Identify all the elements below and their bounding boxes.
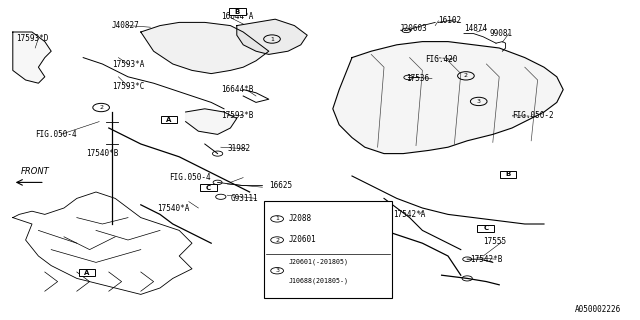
Text: 16102: 16102 — [438, 16, 461, 25]
Polygon shape — [141, 22, 269, 74]
FancyBboxPatch shape — [79, 269, 95, 276]
Polygon shape — [186, 109, 237, 134]
Text: 14874: 14874 — [464, 24, 487, 33]
Text: FIG.050-4: FIG.050-4 — [35, 130, 77, 139]
Text: 17536: 17536 — [406, 74, 429, 83]
Text: J10688(201805-): J10688(201805-) — [289, 277, 349, 284]
FancyBboxPatch shape — [264, 201, 392, 298]
Text: 17540*B: 17540*B — [86, 149, 119, 158]
Text: J20601(-201805): J20601(-201805) — [289, 259, 349, 265]
Text: 99081: 99081 — [490, 29, 513, 38]
Text: 1: 1 — [270, 36, 274, 42]
Text: J40827: J40827 — [112, 21, 140, 30]
Text: B: B — [235, 9, 240, 14]
Text: 17540*A: 17540*A — [157, 204, 189, 212]
Polygon shape — [13, 32, 51, 83]
Text: 17593*A: 17593*A — [112, 60, 145, 68]
Text: 1: 1 — [275, 216, 279, 221]
FancyBboxPatch shape — [477, 225, 494, 232]
Polygon shape — [237, 19, 307, 54]
FancyBboxPatch shape — [500, 171, 516, 178]
Text: C: C — [206, 185, 211, 190]
Text: G93111: G93111 — [230, 194, 258, 203]
Text: 31982: 31982 — [227, 144, 250, 153]
Text: 16644*A: 16644*A — [221, 12, 253, 20]
Text: 3: 3 — [275, 268, 279, 273]
Text: 2: 2 — [275, 237, 279, 243]
FancyBboxPatch shape — [200, 184, 217, 191]
Text: J2088: J2088 — [289, 214, 312, 223]
Text: 17542*A: 17542*A — [394, 210, 426, 219]
Text: 16625: 16625 — [269, 181, 292, 190]
Text: FRONT: FRONT — [20, 167, 49, 176]
Text: J20601: J20601 — [289, 236, 316, 244]
Text: 17542*B: 17542*B — [470, 255, 503, 264]
Polygon shape — [333, 42, 563, 154]
Text: FIG.050-4: FIG.050-4 — [170, 173, 211, 182]
Text: FIG.050-2: FIG.050-2 — [512, 111, 554, 120]
Text: 2: 2 — [99, 105, 103, 110]
Text: 17593*D: 17593*D — [16, 34, 49, 43]
FancyBboxPatch shape — [229, 8, 246, 15]
Text: B: B — [506, 171, 511, 177]
Text: A: A — [84, 270, 90, 276]
Text: 17593*C: 17593*C — [112, 82, 145, 91]
Text: C: C — [483, 225, 488, 231]
Text: 3: 3 — [477, 99, 481, 104]
Text: 17593*B: 17593*B — [221, 111, 253, 120]
Text: A050002226: A050002226 — [575, 305, 621, 314]
Text: 2: 2 — [464, 73, 468, 78]
FancyBboxPatch shape — [161, 116, 177, 123]
Text: A: A — [166, 117, 172, 123]
Text: 16644*B: 16644*B — [221, 85, 253, 94]
Text: 17555: 17555 — [483, 237, 506, 246]
Text: J20603: J20603 — [400, 24, 428, 33]
Text: FIG.420: FIG.420 — [426, 55, 458, 64]
